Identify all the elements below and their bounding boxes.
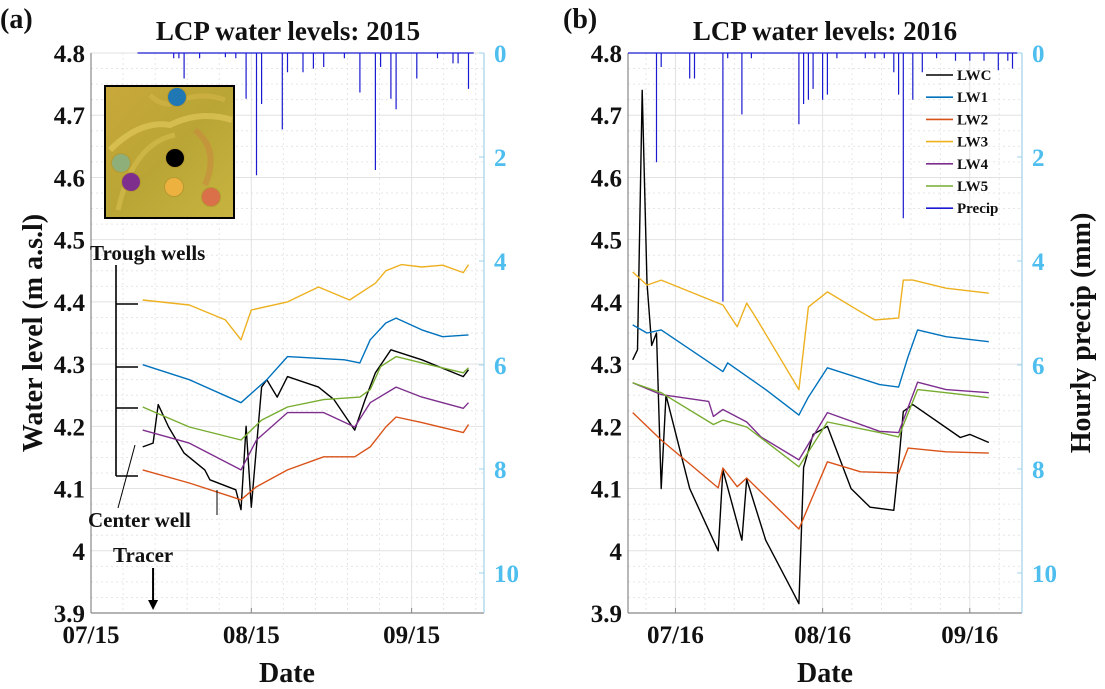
- precip-series: [137, 52, 474, 176]
- center-well-label: Center well: [88, 508, 191, 532]
- panel-b-y2label: Hourly precip (mm): [1066, 213, 1097, 454]
- legend-entry: Precip: [957, 201, 998, 217]
- y-tick-label: 4.6: [54, 165, 85, 192]
- y-tick-label: 4.5: [54, 228, 85, 255]
- y-tick-label: 3.9: [54, 601, 85, 628]
- x-tick-label: 09/16: [941, 622, 998, 649]
- panel-a-label: (a): [0, 4, 33, 35]
- panel-a-xlabel: Date: [259, 658, 315, 689]
- x-tick-label: 07/16: [647, 622, 704, 649]
- x-tick-label: 09/15: [383, 622, 440, 649]
- y-tick-label: 4.4: [591, 290, 623, 317]
- y-tick-label: 4.5: [591, 228, 622, 255]
- y2-tick-label: 0: [1032, 41, 1045, 68]
- series-lw1: [632, 324, 989, 416]
- x-tick-label: 08/15: [223, 622, 280, 649]
- y-tick-label: 4.7: [591, 103, 622, 130]
- y-tick-label: 4.6: [591, 165, 622, 192]
- y-tick-label: 4.2: [54, 414, 85, 441]
- tracer-arrowhead: [148, 600, 159, 610]
- center-well-pointer: [117, 444, 136, 509]
- x-tick-label: 07/15: [63, 622, 120, 649]
- precip-series: [628, 52, 1018, 302]
- y-tick-label: 4.4: [54, 290, 86, 317]
- series-lw1: [142, 317, 469, 404]
- trough-wells-bracket: [115, 265, 138, 477]
- panel-b-label: (b): [563, 4, 597, 35]
- well-marker-lw4: [121, 172, 141, 192]
- legend-entry: LW4: [957, 157, 989, 173]
- y2-tick-label: 8: [1032, 457, 1045, 484]
- y2-tick-label: 6: [494, 353, 507, 380]
- y-tick-label: 4.1: [591, 477, 622, 504]
- y-tick-label: 4.1: [54, 477, 85, 504]
- y2-tick-label: 6: [1032, 353, 1045, 380]
- y-tick-label: 4.3: [591, 352, 622, 379]
- well-marker-lw5: [111, 153, 131, 173]
- y2-tick-label: 10: [1032, 561, 1057, 588]
- well-marker-lw3: [164, 177, 184, 197]
- series-lwc: [142, 349, 470, 511]
- y2-tick-label: 2: [494, 145, 507, 172]
- legend-entry: LW5: [957, 179, 988, 195]
- x-tick-label: 08/16: [794, 622, 851, 649]
- series-lw5: [142, 355, 469, 441]
- y-tick-label: 4.2: [591, 414, 622, 441]
- legend-entry: LW3: [957, 135, 988, 151]
- legend-entry: LW1: [957, 90, 988, 106]
- y-tick-label: 4: [73, 539, 86, 566]
- legend: LWC LW1 LW2 LW3 LW4 LW5 Precip: [926, 68, 998, 217]
- y-tick-label: 4.8: [591, 41, 622, 68]
- well-marker-lw2: [201, 187, 221, 207]
- y-tick-label: 4.3: [54, 352, 85, 379]
- series-lw3: [142, 263, 470, 341]
- inset-map: [104, 85, 235, 219]
- panel-a-ylabel: Water level (m a.s.l): [18, 214, 49, 452]
- y-tick-label: 4.8: [54, 41, 85, 68]
- y-tick-label: 3.9: [591, 601, 622, 628]
- annotations: Trough wells Center well Tracer: [88, 241, 218, 610]
- panel-b-plot: 3.9 4 4.1 4.2 4.3 4.4 4.5 4.6 4.7 4.8 0 2 4 6 8 10 07/16…: [591, 41, 1057, 649]
- panel-a-title: LCP water levels: 2015: [156, 16, 420, 46]
- tracer-label: Tracer: [113, 543, 173, 567]
- y2-tick-label: 8: [494, 457, 507, 484]
- panel-b-xlabel: Date: [797, 658, 853, 689]
- legend-entry: LWC: [957, 68, 991, 84]
- series-lw4: [142, 386, 470, 471]
- y2-tick-label: 4: [494, 249, 507, 276]
- series-lw5: [632, 382, 989, 468]
- panel-b-title: LCP water levels: 2016: [693, 16, 957, 46]
- y2-tick-label: 10: [494, 561, 519, 588]
- y2-tick-label: 2: [1032, 145, 1045, 172]
- series-lw3: [632, 271, 989, 391]
- well-marker-lwc: [165, 148, 185, 168]
- series-lw2: [142, 416, 470, 501]
- series-lwc: [632, 89, 990, 605]
- y2-tick-label: 0: [494, 41, 507, 68]
- y-tick-label: 4.7: [54, 103, 85, 130]
- legend-entry: LW2: [957, 112, 988, 128]
- y-tick-label: 4: [610, 539, 623, 566]
- y2-tick-label: 4: [1032, 249, 1045, 276]
- well-marker-lw1: [167, 87, 187, 107]
- series-lw4: [632, 381, 989, 461]
- trough-wells-label: Trough wells: [90, 241, 205, 265]
- series-lw2: [632, 412, 989, 530]
